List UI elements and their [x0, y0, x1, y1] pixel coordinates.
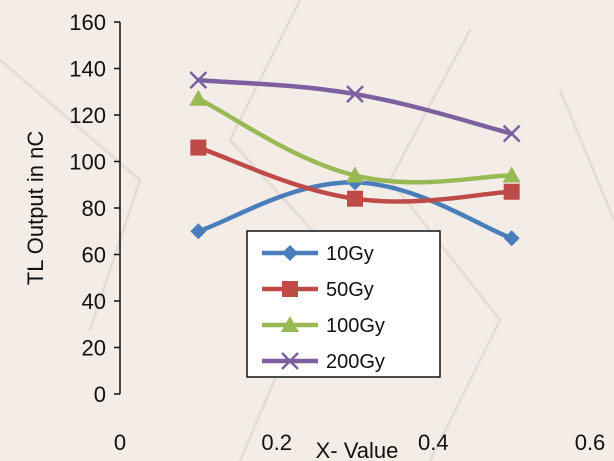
x-tick-label: 0	[114, 430, 126, 455]
x-tick-label: 0.2	[261, 430, 292, 455]
x-axis-label: X- Value	[316, 438, 399, 461]
legend-marker	[282, 245, 298, 261]
legend-label: 10Gy	[326, 243, 374, 265]
legend-label: 200Gy	[326, 351, 385, 373]
series-200Gy	[189, 71, 521, 143]
legend-marker	[281, 352, 299, 370]
series-100Gy	[189, 89, 521, 185]
legend-marker	[281, 316, 299, 332]
data-point	[190, 139, 207, 156]
data-point	[502, 124, 521, 143]
x-tick-label: 0.4	[418, 430, 449, 455]
data-point	[347, 190, 363, 207]
legend-box	[246, 230, 441, 378]
data-point	[502, 166, 521, 183]
legend-item: 50Gy	[262, 279, 374, 301]
x-axis: 0 0.2 0.4 0.6	[114, 430, 605, 455]
y-tick-label: 120	[69, 103, 106, 128]
y-axis-label: TL Output in nC	[23, 131, 48, 286]
y-tick-label: 40	[82, 289, 106, 314]
y-tick-label: 20	[82, 336, 106, 361]
y-tick-label: 140	[69, 57, 106, 82]
legend-item: 10Gy	[262, 243, 374, 265]
data-point	[190, 223, 207, 240]
legend-label: 50Gy	[326, 279, 374, 301]
data-point	[503, 230, 520, 247]
legend-label: 100Gy	[326, 315, 385, 337]
legend-item: 200Gy	[262, 351, 385, 373]
data-point	[503, 183, 520, 200]
y-tick-label: 0	[94, 382, 106, 407]
y-axis: 0 20 40 60 80 100 120 140 160	[69, 10, 121, 407]
data-point	[346, 166, 364, 183]
legend-marker	[282, 281, 298, 297]
series-50Gy	[190, 139, 520, 207]
y-tick-label: 60	[82, 243, 106, 268]
y-tick-label: 80	[82, 196, 106, 221]
x-tick-label: 0.6	[575, 430, 606, 455]
legend: 10Gy 50Gy 100Gy 200Gy	[246, 230, 441, 378]
data-point	[189, 71, 208, 90]
data-point	[189, 89, 208, 106]
data-point	[346, 85, 364, 103]
y-tick-label: 160	[69, 10, 106, 35]
series-lines	[189, 71, 521, 247]
y-tick-label: 100	[69, 150, 106, 175]
legend-item: 100Gy	[262, 315, 385, 337]
